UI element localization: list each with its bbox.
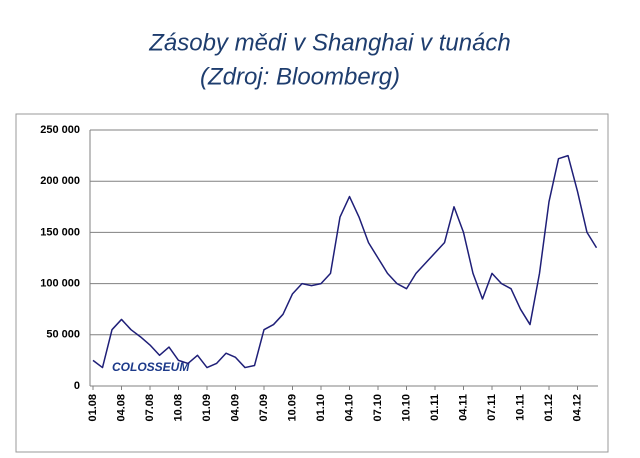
x-tick-label: 04.11 (457, 394, 469, 421)
x-tick-label: 10.11 (514, 394, 526, 421)
x-tick-label: 04.10 (343, 394, 355, 422)
x-tick-label: 01.12 (543, 394, 555, 422)
y-tick-label: 150 000 (40, 226, 80, 238)
x-tick-label: 07.08 (144, 394, 156, 422)
x-tick-label: 10.08 (172, 394, 184, 422)
y-tick-label: 100 000 (40, 278, 80, 290)
line (92, 154, 598, 369)
x-tick-label: 01.09 (201, 394, 213, 422)
x-tick-label: 07.10 (372, 394, 384, 422)
watermark: COLOSSEUM (112, 360, 190, 374)
chart-frame (15, 113, 609, 453)
y-tick-label: 250 000 (40, 124, 80, 136)
x-tick-label: 04.08 (115, 394, 127, 422)
x-tick-label: 10.10 (400, 394, 412, 422)
y-tick-label: 200 000 (40, 175, 80, 187)
x-tick-label: 01.11 (429, 394, 441, 421)
y-tick-label: 50 000 (46, 329, 80, 341)
x-tick-label: 04.09 (229, 394, 241, 422)
x-tick-label: 01.10 (315, 394, 327, 422)
x-tick-label: 07.09 (258, 394, 270, 422)
chart-title: Zásoby mědi v Shanghai v tunách (148, 29, 511, 56)
x-tick-label: 07.11 (486, 394, 498, 421)
x-tick-label: 04.12 (571, 394, 583, 422)
x-tick-label: 01.08 (87, 394, 99, 422)
x-tick-label: 10.09 (286, 394, 298, 422)
y-tick-label: 0 (74, 380, 80, 392)
chart-subtitle: (Zdroj: Bloomberg) (200, 63, 400, 90)
